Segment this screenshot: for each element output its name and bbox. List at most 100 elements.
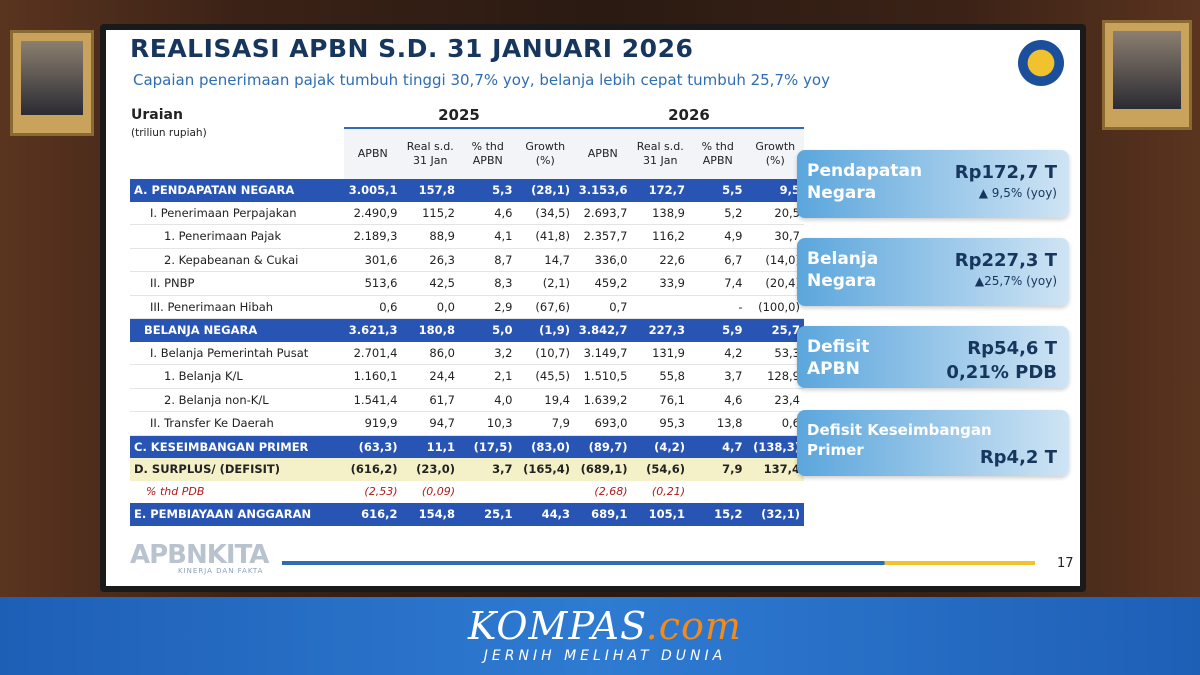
table-cell: 5,5	[689, 179, 747, 202]
table-cell: 227,3	[631, 318, 689, 342]
row-label: E. PEMBIAYAAN ANGGARAN	[130, 503, 344, 526]
row-label: I. Penerimaan Perpajakan	[130, 201, 344, 225]
table-cell: (14,0)	[746, 248, 804, 272]
table-cell: 7,9	[689, 458, 747, 481]
column-header: APBN	[574, 128, 632, 179]
table-cell: 180,8	[401, 318, 459, 342]
table-row: III. Penerimaan Hibah 0,6 0,0 2,9 (67,6) 0,7 -…	[130, 295, 804, 319]
table-cell: 131,9	[631, 341, 689, 365]
table-row: 2. Kepabeanan & Cukai 301,6 26,3 8,7 14,7 336…	[130, 248, 804, 272]
table-cell: 25,1	[459, 503, 517, 526]
table-row: 2. Belanja non-K/L 1.541,4 61,7 4,0 19,4 1.63…	[130, 388, 804, 412]
table-cell: 5,0	[459, 318, 517, 342]
row-label: 1. Belanja K/L	[130, 364, 344, 389]
table-cell: 44,3	[516, 503, 574, 526]
table-cell: 0,0	[401, 295, 459, 319]
table-row: 1. Penerimaan Pajak 2.189,3 88,9 4,1 (41,8) 2…	[130, 224, 804, 249]
table-cell: (63,3)	[344, 435, 402, 458]
empty-cell	[689, 481, 747, 504]
column-header: APBN	[344, 128, 402, 179]
column-header: % thd APBN	[689, 128, 747, 179]
row-label: C. KESEIMBANGAN PRIMER	[130, 435, 344, 458]
table-cell: 61,7	[401, 388, 459, 412]
footer-line	[282, 561, 1035, 565]
table-cell: 4,6	[689, 388, 747, 412]
year-header: 2026	[574, 103, 804, 129]
portrait-frame	[1102, 20, 1192, 130]
table-row: E. PEMBIAYAAN ANGGARAN 616,2 154,8 25,1 44,3…	[130, 503, 804, 526]
table-cell: 4,9	[689, 224, 747, 249]
slide-subtitle: Capaian penerimaan pajak tumbuh tinggi 3…	[133, 71, 830, 89]
table-cell: 76,1	[631, 388, 689, 412]
empty-cell	[631, 295, 689, 319]
row-label: 1. Penerimaan Pajak	[130, 224, 344, 249]
table-cell: 23,4	[746, 388, 804, 412]
page-number: 17	[1057, 556, 1074, 571]
table-cell: 4,1	[459, 224, 517, 249]
card-note: 0,21% PDB	[946, 362, 1057, 383]
table-row: D. SURPLUS/ (DEFISIT) (616,2) (23,0) 3,7 (16…	[130, 458, 804, 481]
table-cell: 10,3	[459, 411, 517, 436]
table-cell: 0,6	[746, 411, 804, 436]
table-cell: 13,8	[689, 411, 747, 436]
table-cell: 1.510,5	[574, 364, 632, 389]
table-cell: 0,7	[574, 295, 632, 319]
table-cell: 4,0	[459, 388, 517, 412]
table-cell: (41,8)	[516, 224, 574, 249]
table-cell: 336,0	[574, 248, 632, 272]
table-cell: 8,7	[459, 248, 517, 272]
table-cell: 15,2	[689, 503, 747, 526]
card-note: ▲ 9,5% (yoy)	[978, 186, 1057, 200]
table-cell: 3,7	[689, 364, 747, 389]
table-cell: 5,2	[689, 201, 747, 225]
table-cell: 20,5	[746, 201, 804, 225]
empty-cell	[747, 481, 805, 504]
table-cell: 2.693,7	[574, 201, 632, 225]
column-header: Real s.d. 31 Jan	[631, 128, 689, 179]
table-cell: (4,2)	[631, 435, 689, 458]
table-cell: 1.160,1	[344, 364, 402, 389]
table-cell: (1,9)	[516, 318, 574, 342]
kompas-logo: KOMPAS.com	[0, 604, 1200, 648]
table-cell: 1.639,2	[574, 388, 632, 412]
table-cell: 1.541,4	[344, 388, 402, 412]
table-cell: 19,4	[516, 388, 574, 412]
table-cell: (17,5)	[459, 435, 517, 458]
table-cell: 55,8	[631, 364, 689, 389]
table-cell: 30,7	[746, 224, 804, 249]
table-row: C. KESEIMBANGAN PRIMER (63,3) 11,1 (17,5) (8…	[130, 435, 804, 458]
table-cell: 116,2	[631, 224, 689, 249]
table-cell: 2.189,3	[344, 224, 402, 249]
card-value: Rp4,2 T	[979, 447, 1057, 468]
table-row: I. Penerimaan Perpajakan 2.490,9 115,2 4,6(…	[130, 201, 804, 225]
empty-cell	[517, 481, 575, 504]
table-cell: 25,7	[746, 318, 804, 342]
portrait-frame	[10, 30, 94, 136]
card-title: Defisit Keseimbangan Primer	[807, 421, 992, 459]
summary-card: Defisit APBN Rp54,6 T 0,21% PDB	[797, 326, 1069, 388]
table-cell: (2,68)	[594, 485, 628, 499]
table-cell: 26,3	[401, 248, 459, 272]
column-header: Growth (%)	[516, 128, 574, 179]
table-cell: (32,1)	[746, 503, 804, 526]
table-cell: 33,9	[631, 271, 689, 296]
table-cell: 301,6	[344, 248, 402, 272]
table-row: % thd PDB (2,53) (0,09) (2,68) (0,21)	[130, 481, 804, 504]
column-header: Growth (%)	[746, 128, 804, 179]
row-label: III. Penerimaan Hibah	[130, 295, 344, 319]
table-cell: (67,6)	[516, 295, 574, 319]
row-label: 2. Belanja non-K/L	[130, 388, 344, 412]
table-cell: 4,6	[459, 201, 517, 225]
table-cell: 2.357,7	[574, 224, 632, 249]
table-cell: 42,5	[401, 271, 459, 296]
table-cell: (10,7)	[516, 341, 574, 365]
table-cell: 616,2	[344, 503, 402, 526]
card-note: ▲25,7% (yoy)	[974, 274, 1057, 288]
table-cell: 86,0	[401, 341, 459, 365]
table-cell: 115,2	[401, 201, 459, 225]
table-cell: 513,6	[344, 271, 402, 296]
table-row: I. Belanja Pemerintah Pusat 2.701,4 86,0 3,…	[130, 341, 804, 365]
table-cell: 24,4	[401, 364, 459, 389]
table-cell: 4,7	[689, 435, 747, 458]
row-label: II. PNBP	[130, 271, 344, 296]
